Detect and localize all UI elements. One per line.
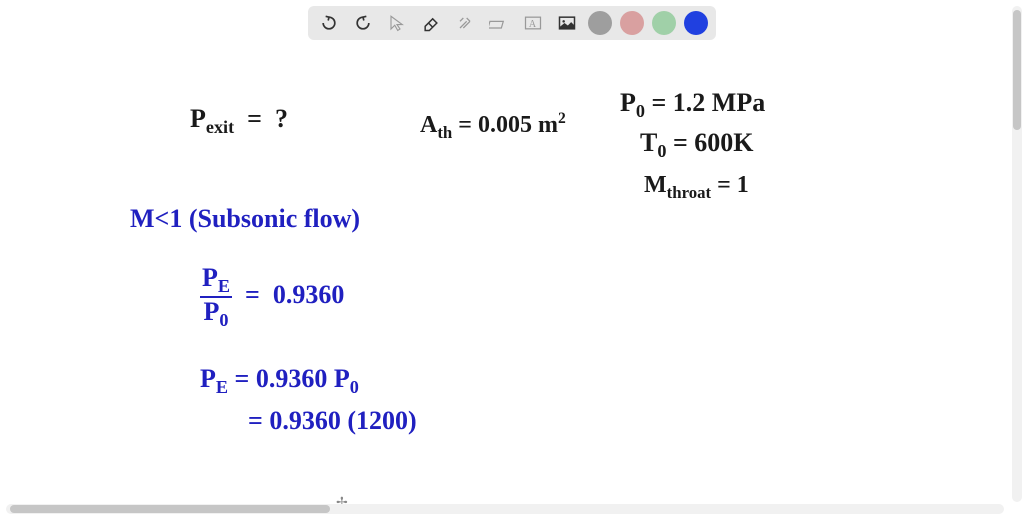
image-button[interactable] <box>554 10 580 36</box>
text-pe-eq: PE = 0.9360 P0 <box>200 364 359 398</box>
text-mthroat: Mthroat = 1 <box>644 172 749 203</box>
scrollbar-vertical[interactable] <box>1012 6 1022 502</box>
undo-icon <box>319 13 339 33</box>
redo-icon <box>353 13 373 33</box>
tools-icon <box>455 13 475 33</box>
text-subsonic: M<1 (Subsonic flow) <box>130 204 360 234</box>
tools-button[interactable] <box>452 10 478 36</box>
color-pink[interactable] <box>620 11 644 35</box>
scrollbar-horizontal-thumb[interactable] <box>10 505 330 513</box>
text-t0: T0 = 600K <box>640 128 753 162</box>
redo-button[interactable] <box>350 10 376 36</box>
text-pexit: Pexit = ? <box>190 104 288 138</box>
eraser-icon <box>421 13 441 33</box>
whiteboard-canvas[interactable]: Pexit = ? Ath = 0.005 m2 P0 = 1.2 MPa T0… <box>0 44 1010 506</box>
textbox-icon: A <box>523 13 543 33</box>
scrollbar-vertical-thumb[interactable] <box>1013 10 1021 130</box>
cursor-icon <box>388 14 406 32</box>
scrollbar-horizontal[interactable] <box>6 504 1004 514</box>
toolbar: A <box>308 6 716 40</box>
shape-button[interactable] <box>486 10 512 36</box>
text-p0: P0 = 1.2 MPa <box>620 88 765 122</box>
svg-text:A: A <box>529 19 537 30</box>
color-green[interactable] <box>652 11 676 35</box>
text-ratio: PE P0 = 0.9360 <box>200 264 344 330</box>
undo-button[interactable] <box>316 10 342 36</box>
cursor-button[interactable] <box>384 10 410 36</box>
textbox-button[interactable]: A <box>520 10 546 36</box>
text-ath: Ath = 0.005 m2 <box>420 110 566 143</box>
shape-icon <box>489 13 509 33</box>
eraser-button[interactable] <box>418 10 444 36</box>
color-blue[interactable] <box>684 11 708 35</box>
text-pe-calc: = 0.9360 (1200) <box>248 406 417 436</box>
image-icon <box>557 13 577 33</box>
color-gray[interactable] <box>588 11 612 35</box>
